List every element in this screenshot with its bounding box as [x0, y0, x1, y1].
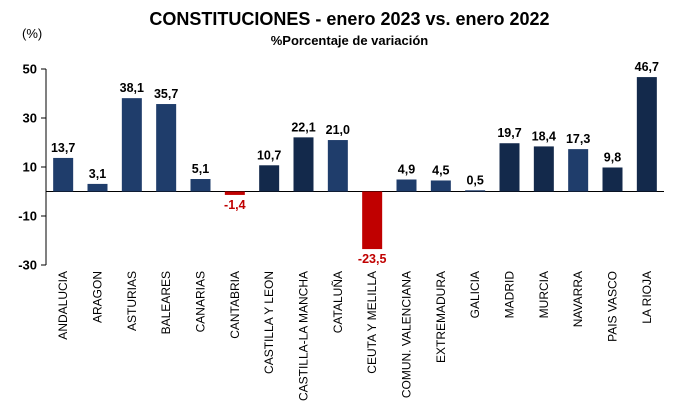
x-category-label: GALICIA — [468, 271, 482, 318]
y-tick-label: 10 — [23, 160, 37, 175]
data-label: 19,7 — [497, 126, 521, 140]
x-category-label: CANTABRIA — [228, 271, 242, 339]
data-label: 0,5 — [466, 173, 483, 187]
data-label: -23,5 — [358, 252, 387, 266]
data-label: 10,7 — [257, 148, 281, 162]
x-category-label: ASTURIAS — [125, 271, 139, 331]
chart-title: CONSTITUCIONES - enero 2023 vs. enero 20… — [149, 9, 550, 29]
bar — [224, 191, 245, 195]
bar — [259, 165, 280, 192]
data-label: 21,0 — [326, 123, 350, 137]
data-label: 38,1 — [120, 81, 144, 95]
x-category-label: CANARIAS — [194, 271, 208, 332]
bar — [465, 190, 486, 192]
bar — [156, 104, 177, 192]
x-category-label: MADRID — [503, 271, 517, 319]
bar — [293, 137, 314, 192]
y-tick-label: 30 — [23, 111, 37, 126]
y-tick-label: 50 — [23, 62, 37, 77]
data-label: 17,3 — [566, 132, 590, 146]
data-label: 18,4 — [532, 129, 556, 143]
bar — [190, 179, 211, 192]
x-category-label: MURCIA — [537, 271, 551, 318]
bar — [87, 183, 108, 192]
bar — [396, 179, 417, 192]
bar — [327, 140, 348, 192]
data-label: 35,7 — [154, 87, 178, 101]
x-category-label: CATALUÑA — [331, 271, 345, 333]
x-category-label: CEUTA Y MELILLA — [365, 271, 379, 374]
bar — [602, 167, 623, 192]
x-category-label: ARAGON — [91, 271, 105, 323]
y-tick-label: -30 — [18, 258, 37, 273]
x-category-label: NAVARRA — [571, 271, 585, 327]
bar — [430, 180, 451, 192]
data-label: 3,1 — [89, 167, 106, 181]
x-category-label: PAIS VASCO — [606, 271, 620, 342]
bar — [499, 143, 520, 192]
y-tick-label: -10 — [18, 209, 37, 224]
x-category-label: EXTREMADURA — [434, 271, 448, 363]
x-category-label: ANDALUCIA — [56, 271, 70, 340]
data-label: 13,7 — [51, 141, 75, 155]
x-category-label: CASTILLA Y LEON — [262, 271, 276, 374]
bar — [121, 98, 142, 192]
bar — [568, 149, 589, 192]
data-label: 22,1 — [291, 120, 315, 134]
x-category-label: CASTILLA-LA MANCHA — [297, 271, 311, 401]
x-category-label: BALEARES — [159, 271, 173, 334]
data-label: 4,5 — [432, 163, 449, 177]
x-category-label: COMUN. VALENCIANA — [400, 271, 414, 398]
chart-subtitle: %Porcentaje de variación — [270, 33, 429, 48]
bar — [533, 146, 554, 192]
y-axis-unit: (%) — [22, 26, 43, 41]
bar — [53, 157, 74, 192]
x-category-label: LA RIOJA — [640, 271, 654, 324]
bar — [636, 77, 657, 192]
data-label: 9,8 — [604, 150, 621, 164]
data-label: 4,9 — [398, 162, 415, 176]
bar — [362, 191, 383, 250]
data-label: -1,4 — [224, 198, 246, 212]
data-label: 46,7 — [635, 60, 659, 74]
data-label: 5,1 — [192, 162, 209, 176]
